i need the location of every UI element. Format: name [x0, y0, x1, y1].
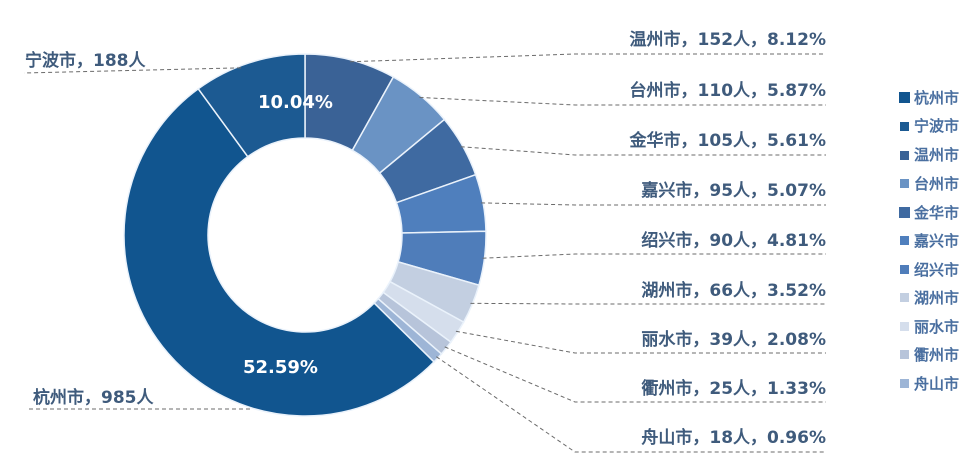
legend-swatch [899, 207, 910, 218]
legend-swatch [899, 92, 910, 103]
leader-line [444, 346, 826, 403]
legend-label: 温州市 [914, 146, 959, 164]
data-label-ningbo: 宁波市，188人 [25, 50, 146, 71]
legend-item-wenzhou[interactable]: 温州市 [900, 146, 959, 164]
data-label-hangzhou: 杭州市，985人 [33, 387, 154, 408]
legend-swatch [900, 151, 909, 160]
legend-label: 丽水市 [914, 318, 959, 336]
chart-legend: 杭州市 宁波市 温州市 台州市 金华市 嘉兴市 绍兴市 湖州市 丽水市 衢州市 … [899, 89, 959, 393]
legend-swatch [900, 236, 909, 245]
leader-line [470, 302, 826, 305]
legend-swatch [900, 179, 909, 188]
data-label-jiaxing: 嘉兴市，95人，5.07% [640, 180, 826, 201]
legend-item-taizhou[interactable]: 台州市 [900, 175, 959, 193]
data-label-huzhou: 湖州市，66人，3.52% [641, 280, 826, 301]
legend-item-zhoushan[interactable]: 舟山市 [900, 375, 959, 393]
data-label-jinhua: 金华市，105人，5.61% [629, 130, 826, 151]
data-label-quzhou: 衢州市，25人，1.33% [641, 378, 826, 399]
leader-line [419, 96, 826, 106]
legend-label: 绍兴市 [914, 261, 959, 279]
leader-line [460, 146, 826, 156]
legend-swatch [900, 293, 909, 302]
legend-label: 舟山市 [914, 375, 959, 393]
donut-slices [123, 53, 487, 417]
legend-item-shaoxing[interactable]: 绍兴市 [900, 261, 959, 279]
legend-label: 嘉兴市 [913, 232, 959, 250]
leader-line [455, 330, 826, 354]
leader-lines [23, 53, 826, 453]
legend-label: 金华市 [913, 204, 959, 222]
inner-percent-labels: 10.04% 52.59% [243, 92, 333, 378]
data-label-taizhou: 台州市，110人，5.87% [630, 80, 826, 101]
data-label-shaoxing: 绍兴市，90人，4.81% [641, 230, 826, 251]
leader-line [436, 356, 826, 453]
donut-slice[interactable] [197, 53, 306, 158]
leader-line [481, 202, 826, 206]
leader-line [350, 53, 826, 63]
legend-item-ningbo[interactable]: 宁波市 [900, 117, 959, 135]
legend-label: 宁波市 [914, 117, 959, 135]
legend-swatch [900, 350, 909, 359]
legend-item-hangzhou[interactable]: 杭州市 [899, 89, 959, 107]
legend-item-quzhou[interactable]: 衢州市 [900, 346, 959, 364]
slice-label-hangzhou-percent: 52.59% [243, 357, 318, 378]
legend-swatch [900, 265, 909, 274]
legend-label: 台州市 [914, 175, 959, 193]
leader-line [23, 67, 242, 74]
legend-label: 湖州市 [914, 289, 959, 307]
legend-item-jiaxing[interactable]: 嘉兴市 [900, 232, 959, 250]
outer-data-labels: 宁波市，188人 杭州市，985人 温州市，152人，8.12% 台州市，110… [25, 29, 826, 448]
legend-label: 衢州市 [914, 346, 959, 364]
leader-line [482, 253, 826, 259]
slice-label-ningbo-percent: 10.04% [258, 92, 333, 113]
legend-item-lishui[interactable]: 丽水市 [900, 318, 959, 336]
data-label-lishui: 丽水市，39人，2.08% [641, 329, 826, 350]
data-label-wenzhou: 温州市，152人，8.12% [630, 29, 826, 50]
legend-label: 杭州市 [914, 89, 959, 107]
data-label-zhoushan: 舟山市，18人，0.96% [641, 427, 826, 448]
donut-slice[interactable] [123, 87, 436, 417]
legend-item-jinhua[interactable]: 金华市 [899, 204, 959, 222]
legend-swatch [900, 122, 909, 131]
legend-item-huzhou[interactable]: 湖州市 [900, 289, 959, 307]
legend-swatch [900, 322, 909, 331]
legend-swatch [900, 379, 909, 388]
